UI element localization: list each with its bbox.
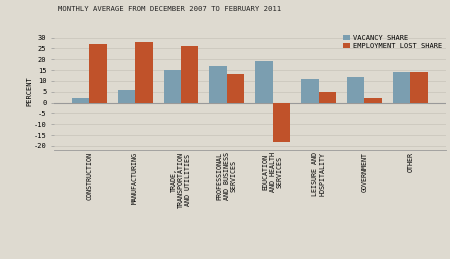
- Bar: [393, 72, 410, 103]
- Bar: [410, 72, 428, 103]
- Bar: [89, 44, 107, 103]
- Bar: [227, 74, 244, 103]
- Bar: [163, 70, 181, 103]
- Text: MONTHLY AVERAGE FROM DECEMBER 2007 TO FEBRUARY 2011: MONTHLY AVERAGE FROM DECEMBER 2007 TO FE…: [58, 6, 282, 12]
- Y-axis label: PERCENT: PERCENT: [26, 76, 32, 105]
- Bar: [72, 98, 89, 103]
- Bar: [347, 77, 364, 103]
- Bar: [255, 61, 273, 103]
- Bar: [273, 103, 290, 142]
- Legend: VACANCY SHARE, EMPLOYMENT LOST SHARE: VACANCY SHARE, EMPLOYMENT LOST SHARE: [343, 34, 442, 49]
- Bar: [209, 66, 227, 103]
- Bar: [364, 98, 382, 103]
- Bar: [181, 46, 198, 103]
- Bar: [301, 79, 319, 103]
- Bar: [319, 92, 336, 103]
- Bar: [135, 42, 153, 103]
- Bar: [117, 90, 135, 103]
